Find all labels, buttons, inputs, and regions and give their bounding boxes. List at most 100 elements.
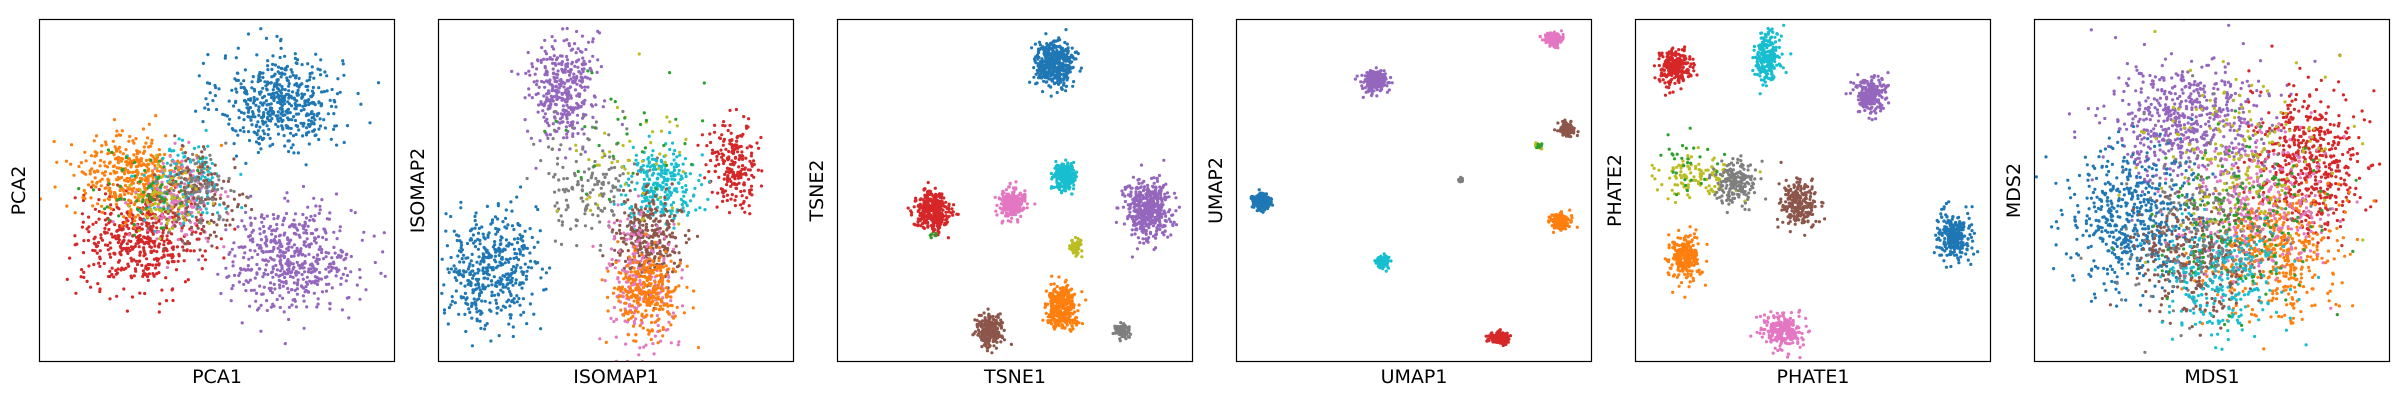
data-point (651, 308, 655, 312)
data-point (501, 274, 505, 278)
data-point (483, 270, 487, 274)
data-point (536, 110, 540, 114)
data-point (236, 202, 240, 207)
data-point (261, 121, 265, 126)
data-point (525, 322, 529, 326)
data-point (523, 262, 527, 266)
data-point (485, 204, 489, 208)
data-point (73, 211, 77, 215)
data-point (206, 102, 210, 106)
data-point (609, 166, 614, 170)
data-point (234, 87, 238, 91)
data-point (651, 211, 655, 216)
data-point (238, 193, 242, 197)
data-point (177, 137, 181, 141)
data-point (450, 299, 454, 303)
data-point (116, 260, 121, 264)
data-point (300, 253, 304, 257)
data-point (182, 248, 186, 252)
data-point (684, 184, 688, 188)
data-point (108, 186, 112, 190)
data-point (292, 254, 296, 258)
data-point (457, 249, 462, 253)
data-point (655, 274, 659, 278)
data-point (484, 266, 488, 270)
data-point (507, 260, 511, 264)
data-point (347, 316, 351, 320)
data-point (100, 238, 105, 242)
data-point (583, 212, 587, 216)
data-point (183, 218, 187, 222)
data-point (320, 247, 324, 252)
data-point (619, 193, 623, 197)
data-point (652, 219, 656, 223)
data-point (362, 230, 366, 234)
cluster-2-8 (600, 232, 701, 350)
data-point (648, 195, 652, 199)
data-point (455, 238, 459, 243)
data-point (669, 259, 673, 263)
data-point (208, 91, 212, 95)
data-point (262, 285, 266, 289)
data-point (651, 171, 656, 175)
data-point (464, 301, 468, 305)
data-point (649, 337, 653, 342)
data-point (128, 204, 132, 208)
data-point (222, 179, 226, 183)
data-point (189, 202, 193, 206)
data-point (170, 194, 174, 198)
data-point (264, 36, 269, 41)
data-point (324, 289, 329, 293)
data-point (669, 193, 673, 197)
data-point (256, 150, 260, 155)
data-point (250, 255, 254, 260)
data-point (561, 97, 565, 101)
data-point (324, 250, 328, 255)
data-point (267, 118, 271, 123)
data-point (270, 270, 274, 274)
data-point (281, 127, 285, 131)
data-point (683, 233, 688, 238)
data-point (561, 108, 565, 112)
data-point (550, 147, 555, 151)
data-point (573, 42, 577, 46)
data-point (672, 188, 677, 192)
data-point (555, 91, 559, 95)
data-point (102, 261, 106, 266)
data-point (620, 287, 624, 291)
data-point (632, 211, 636, 215)
data-point (571, 126, 575, 130)
data-point (647, 190, 652, 194)
data-point (560, 91, 564, 96)
data-point (461, 269, 466, 273)
data-point (215, 246, 219, 250)
data-point (647, 275, 651, 279)
data-point (283, 88, 287, 92)
data-point (245, 106, 249, 110)
cluster-1-9 (128, 154, 216, 241)
data-point (227, 122, 231, 126)
data-point (646, 198, 650, 202)
data-point (129, 239, 133, 244)
data-point (729, 179, 733, 184)
data-point (561, 104, 566, 108)
data-point (197, 210, 201, 214)
data-point (153, 186, 157, 191)
data-point (222, 256, 226, 260)
data-point (496, 204, 500, 208)
data-point (547, 124, 551, 128)
data-point (344, 256, 348, 260)
data-point (642, 345, 646, 349)
data-point (639, 292, 644, 296)
data-point (470, 252, 474, 256)
data-point (154, 207, 158, 212)
data-point (617, 188, 622, 192)
data-point (664, 272, 669, 276)
data-point (302, 107, 306, 112)
data-point (616, 159, 620, 163)
data-point (594, 120, 599, 124)
data-point (191, 174, 195, 178)
data-point (261, 224, 266, 229)
data-point (637, 353, 641, 357)
data-point (709, 140, 713, 145)
